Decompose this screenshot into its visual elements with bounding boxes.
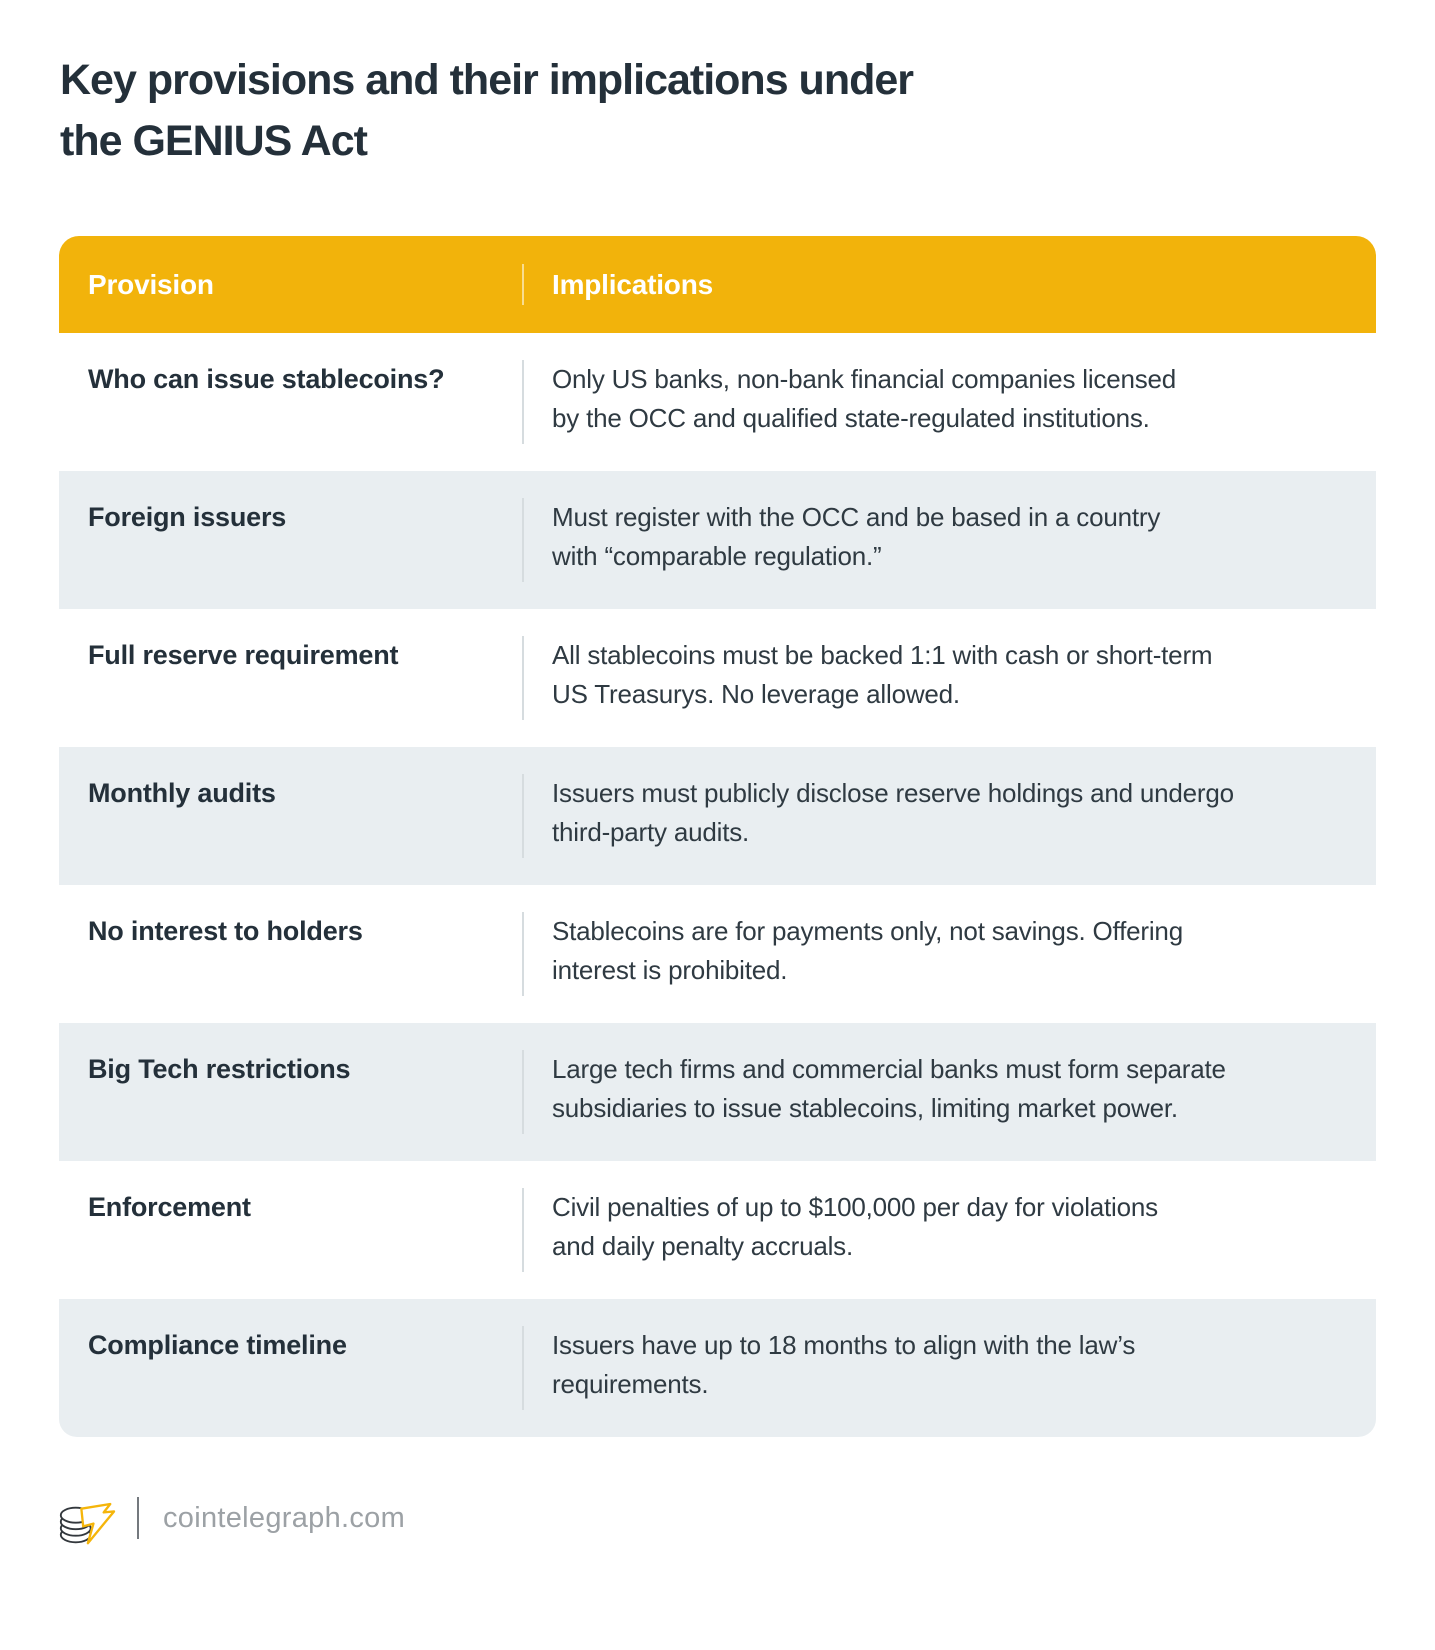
provision-cell: Big Tech restrictions — [88, 1054, 351, 1084]
table-row: Big Tech restrictions Large tech firms a… — [59, 1023, 1376, 1161]
provision-cell: Compliance timeline — [88, 1330, 347, 1360]
table-row: Enforcement Civil penalties of up to $10… — [59, 1161, 1376, 1299]
table-row: Who can issue stablecoins? Only US banks… — [59, 333, 1376, 471]
footer-site-label: cointelegraph.com — [163, 1501, 406, 1534]
table-row: Compliance timeline Issuers have up to 1… — [59, 1299, 1376, 1437]
column-divider — [522, 1188, 524, 1272]
cointelegraph-coin-lightning-icon — [59, 1502, 116, 1545]
table-row: No interest to holders Stablecoins are f… — [59, 885, 1376, 1023]
table-row: Full reserve requirement All stablecoins… — [59, 609, 1376, 747]
table-row: Foreign issuers Must register with the O… — [59, 471, 1376, 609]
implication-cell: Large tech firms and commercial banks mu… — [552, 1054, 1226, 1123]
implication-cell: Must register with the OCC and be based … — [552, 502, 1161, 571]
column-divider — [522, 360, 524, 444]
provisions-table: Provision Implications Who can issue sta… — [59, 236, 1376, 1437]
column-divider — [522, 498, 524, 582]
lightning-t-icon — [80, 1502, 116, 1545]
header-column-divider — [522, 264, 524, 305]
footer-divider — [137, 1497, 139, 1539]
genius-act-infographic: Key provisions and their implications un… — [0, 50, 1435, 1546]
implication-cell: Issuers must publicly disclose reserve h… — [552, 778, 1234, 847]
column-divider — [522, 774, 524, 858]
provision-cell: Foreign issuers — [88, 502, 287, 532]
footer: cointelegraph.com — [55, 1490, 1435, 1546]
table-row: Monthly audits Issuers must publicly dis… — [59, 747, 1376, 885]
page-title: Key provisions and their implications un… — [60, 56, 914, 165]
provision-cell: No interest to holders — [88, 916, 363, 946]
provision-cell: Who can issue stablecoins? — [88, 364, 445, 394]
provision-cell: Full reserve requirement — [88, 640, 399, 670]
implication-cell: Civil penalties of up to $100,000 per da… — [552, 1192, 1158, 1261]
implication-cell: Stablecoins are for payments only, not s… — [552, 916, 1183, 985]
column-divider — [522, 1326, 524, 1410]
implication-cell: All stablecoins must be backed 1:1 with … — [552, 640, 1213, 709]
provision-cell: Monthly audits — [88, 778, 276, 808]
column-divider — [522, 636, 524, 720]
column-header-provision: Provision — [88, 268, 214, 300]
implication-cell: Only US banks, non-bank financial compan… — [552, 364, 1177, 433]
column-divider — [522, 1050, 524, 1134]
implication-cell: Issuers have up to 18 months to align wi… — [552, 1330, 1136, 1399]
table-header-row: Provision Implications — [59, 236, 1376, 333]
column-divider — [522, 912, 524, 996]
column-header-implications: Implications — [552, 268, 713, 300]
provision-cell: Enforcement — [88, 1192, 251, 1222]
